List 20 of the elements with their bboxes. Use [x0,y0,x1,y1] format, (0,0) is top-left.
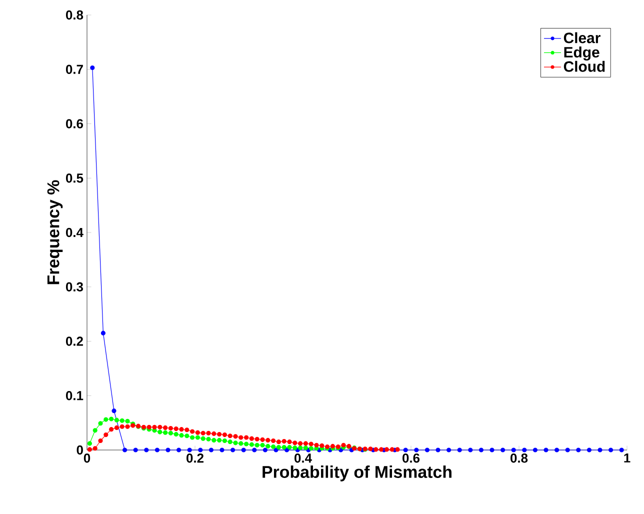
y-tick-label: 0.3 [66,282,84,292]
x-tick-label: 0.2 [186,454,204,463]
y-tick-label: 0.8 [66,10,84,20]
x-tick-label: 1 [624,454,630,462]
y-tick-label: 0.6 [66,119,84,128]
y-tick-label: 0.4 [66,228,84,238]
x-tick-label: 0.4 [294,454,312,463]
legend-label: Clear [564,32,600,44]
legend-label: Cloud [564,60,605,72]
y-axis-title: Frequency % [47,180,63,284]
y-tick-label: 0.5 [66,174,84,183]
y-tick-label: 0.7 [66,64,83,74]
x-axis-title: Probability of Mismatch [262,466,452,482]
x-tick-label: 0 [84,454,90,463]
y-tick-label: 0.2 [66,336,83,346]
x-tick-label: 0.6 [402,454,420,463]
x-tick-label: 0.8 [510,454,528,463]
y-tick-label: 0 [76,445,83,455]
legend-label: Edge [564,46,600,61]
y-tick-label: 0.1 [66,391,84,400]
